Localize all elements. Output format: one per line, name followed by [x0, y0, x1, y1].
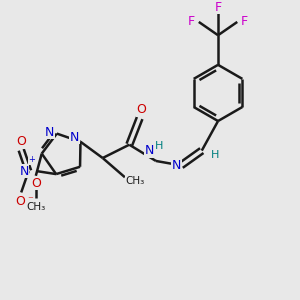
- Text: O: O: [15, 195, 25, 208]
- Text: H: H: [211, 150, 219, 160]
- Text: N: N: [70, 131, 79, 144]
- Text: F: F: [188, 15, 195, 28]
- Text: ⁻: ⁻: [27, 196, 33, 206]
- Text: N: N: [20, 165, 29, 178]
- Text: N: N: [172, 159, 181, 172]
- Text: N: N: [45, 126, 54, 139]
- Text: CH₃: CH₃: [26, 202, 46, 212]
- Text: F: F: [214, 1, 222, 13]
- Text: N: N: [145, 144, 154, 157]
- Text: O: O: [16, 135, 26, 148]
- Text: O: O: [136, 103, 146, 116]
- Text: CH₃: CH₃: [126, 176, 145, 186]
- Text: F: F: [241, 15, 248, 28]
- Text: +: +: [28, 155, 35, 164]
- Text: O: O: [31, 177, 41, 190]
- Text: H: H: [155, 141, 163, 151]
